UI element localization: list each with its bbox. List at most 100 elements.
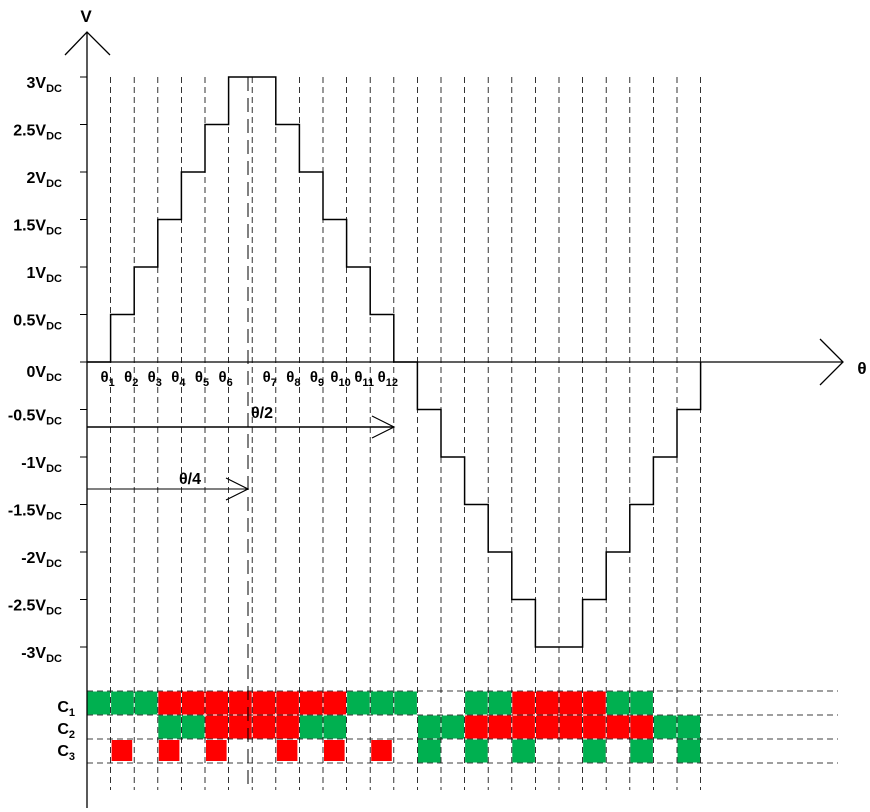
subscript: 1	[69, 707, 75, 719]
angle-label: θ3	[148, 369, 162, 389]
subscript: DC	[46, 226, 62, 238]
main-text: θ	[195, 369, 203, 386]
switch-cell	[347, 691, 370, 715]
switch-cell	[229, 715, 252, 739]
arrow-label: θ/4	[179, 471, 201, 488]
subscript: 11	[362, 377, 374, 389]
main-text: θ	[171, 369, 179, 386]
switch-cell	[512, 715, 535, 739]
switch-cell	[417, 739, 441, 763]
main-text: 2.5V	[13, 123, 46, 140]
level-label: 0VDC	[27, 364, 63, 384]
subscript: DC	[46, 416, 62, 428]
switch-cell	[181, 691, 205, 715]
switch-cell	[394, 691, 417, 715]
angle-label: θ6	[218, 369, 232, 389]
switch-cell	[535, 691, 559, 715]
arrow-label: θ/2	[251, 405, 273, 422]
angle-label: θ5	[195, 369, 209, 389]
main-text: θ	[148, 369, 156, 386]
main-text: -1.5V	[8, 503, 47, 520]
switch-cell	[276, 740, 298, 761]
switch-cell	[323, 715, 347, 739]
switch-cells	[87, 691, 701, 763]
main-text: 0V	[27, 364, 47, 381]
switch-cell	[465, 715, 488, 739]
subscript: DC	[46, 178, 62, 190]
subscript: DC	[46, 83, 62, 95]
switch-cell	[559, 715, 583, 739]
subscript: DC	[46, 653, 62, 665]
switch-cell	[488, 691, 512, 715]
level-label: 3VDC	[27, 75, 63, 95]
subscript: DC	[46, 131, 62, 143]
switch-cell	[371, 740, 392, 761]
y-axis-label: V	[80, 7, 92, 26]
main-text: -0.5V	[8, 408, 47, 425]
x-arrowhead	[819, 338, 844, 386]
main-text: θ	[354, 369, 362, 386]
subscript: 6	[227, 377, 233, 389]
main-text: 1V	[27, 265, 47, 282]
main-text: θ	[378, 369, 386, 386]
switch-cell	[229, 691, 252, 715]
main-text: θ	[310, 369, 318, 386]
subscript: 2	[69, 729, 75, 741]
level-label: 0.5VDC	[13, 313, 62, 333]
main-text: θ	[286, 369, 294, 386]
switch-cell	[323, 691, 347, 715]
staircase-waveform	[87, 76, 702, 648]
switch-cell	[583, 691, 606, 715]
switch-cell	[630, 739, 653, 763]
main-text: θ	[218, 369, 226, 386]
angle-label: θ2	[124, 369, 138, 389]
switch-cell	[606, 715, 630, 739]
main-text: 1.5V	[13, 218, 46, 235]
subscript: 12	[386, 377, 398, 389]
switch-cell	[370, 691, 394, 715]
subscript: 7	[271, 377, 277, 389]
y-arrowhead	[64, 31, 111, 56]
main-text: -3V	[21, 645, 46, 662]
row-label: C3	[57, 743, 75, 763]
level-label: -3VDC	[21, 645, 62, 665]
switch-cell	[559, 691, 583, 715]
subscript: 5	[203, 377, 209, 389]
angle-label: θ10	[330, 369, 350, 389]
switch-cell	[583, 715, 606, 739]
row-label: C2	[57, 721, 75, 741]
switch-cell	[417, 715, 441, 739]
main-text: 3V	[27, 75, 47, 92]
angle-label: θ11	[354, 369, 374, 389]
switch-cell	[111, 691, 134, 715]
switch-cell	[441, 715, 465, 739]
main-text: -2V	[21, 550, 46, 567]
subscript: 3	[156, 377, 162, 389]
main-text: θ	[124, 369, 132, 386]
main-text: θ	[263, 369, 271, 386]
switch-cell	[158, 691, 181, 715]
switch-cell	[677, 739, 701, 763]
angle-label: θ8	[286, 369, 300, 389]
switch-cell	[111, 740, 133, 761]
switch-cell	[276, 715, 299, 739]
switch-cell	[653, 715, 677, 739]
main-text: -2.5V	[8, 598, 47, 615]
switch-cell	[583, 739, 606, 763]
angle-label: θ9	[310, 369, 324, 389]
main-text: θ	[330, 369, 338, 386]
switch-cell	[276, 691, 299, 715]
switch-cell	[324, 740, 345, 761]
main-text: C	[57, 721, 69, 738]
subscript: DC	[46, 273, 62, 285]
angle-label: θ4	[171, 369, 186, 389]
switch-cell	[205, 715, 229, 739]
switch-cell	[465, 739, 488, 763]
main-text: 0.5V	[13, 313, 46, 330]
level-label: 1.5VDC	[13, 218, 62, 238]
angle-label: θ7	[263, 369, 277, 389]
switch-cell	[465, 691, 488, 715]
switch-cell	[252, 715, 276, 739]
subscript: DC	[46, 511, 62, 523]
